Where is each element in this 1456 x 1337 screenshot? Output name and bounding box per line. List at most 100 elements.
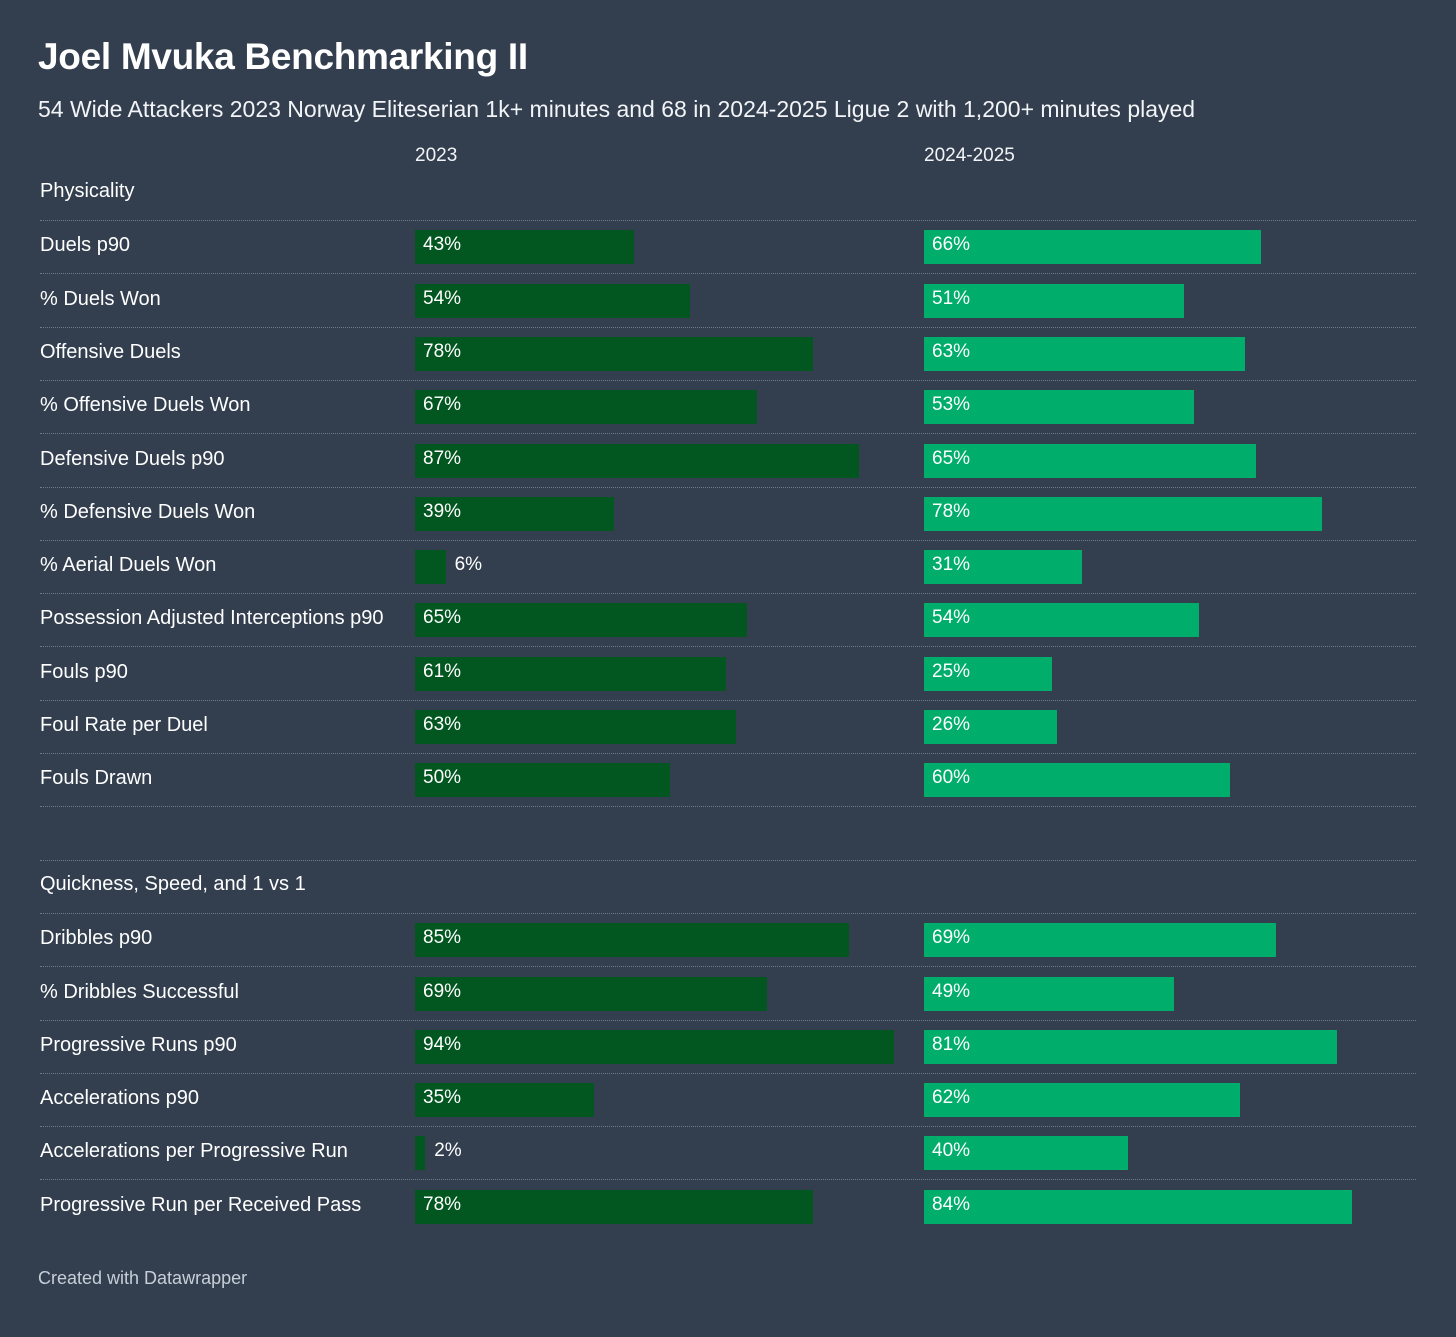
column-header-2024-2025: 2024-2025 [924,145,1015,166]
metric-label: % Offensive Duels Won [40,394,251,417]
bar-2024-2025-pct-aerial-duels-won [924,550,1083,585]
bar-2023-progressive-runs-p90 [415,1029,895,1064]
bar-2023-pct-aerial-duels-won [415,550,446,585]
bar-2023-possession-adjusted-interceptions-p90 [415,603,747,638]
value-label-2024-2025: 84% [932,1193,971,1215]
row-divider [40,859,1416,861]
metric-row-fouls-p90: Fouls p90 61% 25% [40,648,1416,701]
bar-2023-fouls-drawn [415,763,670,798]
row-divider [40,379,1416,381]
section-header-physicality: Physicality [40,168,1416,221]
value-label-2023: 63% [423,714,462,735]
bar-2023-dribbles-p90 [415,923,849,958]
metric-row-possession-adjusted-interceptions-p90: Possession Adjusted Interceptions p90 65%… [40,594,1416,648]
value-label-2024-2025: 54% [932,607,971,629]
bar-2024-2025-pct-offensive-duels-won [924,390,1195,425]
bar-2023-pct-defensive-duels-won [415,496,614,531]
bar-2024-2025-fouls-p90 [924,656,1052,691]
value-label-2023: 78% [423,340,462,362]
value-label-2024-2025: 31% [932,554,971,576]
metric-row-duels-p90: Duels p90 43% 66% [40,221,1416,275]
value-label-2023: 61% [423,660,462,682]
value-label-2024-2025: 63% [932,340,971,362]
bar-2023-fouls-p90 [415,656,727,691]
value-label-2024-2025: 60% [932,767,971,789]
value-label-2024-2025: 26% [932,714,971,735]
value-label-2024-2025: 51% [932,287,971,309]
section-header-quickness-speed-and-1-vs-1: Quickness, Speed, and 1 vs 1 [40,861,1416,914]
bar-2024-2025-possession-adjusted-interceptions-p90 [924,603,1200,638]
bar-2024-2025-offensive-duels [924,336,1246,371]
bar-2023-accelerations-per-progressive-run [415,1136,426,1171]
row-divider [40,326,1416,328]
column-header-2023: 2023 [415,145,458,166]
bar-2024-2025-accelerations-p90 [924,1083,1241,1118]
value-label-2024-2025: 81% [932,1033,971,1055]
metric-label: Offensive Duels [40,340,181,363]
row-divider [40,539,1416,541]
bar-2023-pct-offensive-duels-won [415,390,757,425]
bar-2023-pct-duels-won [415,283,691,318]
metric-label: % Duels Won [40,287,161,310]
row-divider [40,220,1416,221]
metric-row-foul-rate-per-duel: Foul Rate per Duel 63% 26% [40,701,1416,754]
row-divider [40,1072,1416,1074]
metric-row-accelerations-p90: Accelerations p90 35% 62% [40,1074,1416,1128]
metric-row-offensive-duels: Offensive Duels 78% 63% [40,328,1416,381]
row-divider [40,593,1416,595]
metric-row-progressive-run-per-received-pass: Progressive Run per Received Pass 78% 84% [40,1181,1416,1234]
bar-2023-pct-dribbles-successful [415,976,767,1011]
row-divider [40,273,1416,275]
bar-2023-progressive-run-per-received-pass [415,1189,813,1224]
bar-2024-2025-dribbles-p90 [924,923,1276,958]
bar-2023-defensive-duels-p90 [415,443,859,478]
metric-row-progressive-runs-p90: Progressive Runs p90 94% 81% [40,1021,1416,1074]
bar-2023-duels-p90 [415,230,635,265]
metric-label: Progressive Run per Received Pass [40,1193,362,1216]
row-divider [40,966,1416,968]
row-divider [40,1126,1416,1128]
bar-2024-2025-progressive-runs-p90 [924,1029,1338,1064]
metric-label: % Defensive Duels Won [40,500,256,523]
row-divider [40,1179,1416,1181]
metric-label: Progressive Runs p90 [40,1033,237,1056]
metric-label: Dribbles p90 [40,927,153,950]
value-label-2023: 2% [434,1140,462,1162]
metric-row-defensive-duels-p90: Defensive Duels p90 87% 65% [40,435,1416,488]
bar-2024-2025-pct-duels-won [924,283,1185,318]
value-label-2023: 67% [423,394,462,416]
bar-2024-2025-pct-dribbles-successful [924,976,1174,1011]
section-title: Quickness, Speed, and 1 vs 1 [40,872,306,895]
chart-subtitle: 54 Wide Attackers 2023 Norway Eliteseria… [38,96,1196,122]
footer-credit: Created with Datawrapper [38,1268,248,1288]
value-label-2024-2025: 62% [932,1087,971,1109]
row-divider [40,646,1416,648]
section-spacer [40,808,1416,861]
value-label-2023: 78% [423,1193,462,1215]
value-label-2024-2025: 40% [932,1140,971,1162]
row-divider [40,699,1416,701]
value-label-2024-2025: 69% [932,927,971,949]
metric-row-fouls-drawn: Fouls Drawn 50% 60% [40,754,1416,808]
row-divider [40,912,1416,914]
value-label-2023: 65% [423,607,462,629]
metric-row-pct-dribbles-successful: % Dribbles Successful 69% 49% [40,968,1416,1021]
bar-2023-offensive-duels [415,336,813,371]
row-divider [40,433,1416,435]
metric-label: Fouls p90 [40,660,128,683]
metric-label: Accelerations per Progressive Run [40,1140,348,1163]
bar-2024-2025-foul-rate-per-duel [924,710,1057,744]
metric-label: Fouls Drawn [40,767,153,790]
value-label-2023: 35% [423,1087,462,1109]
row-divider [40,1019,1416,1021]
metric-label: Duels p90 [40,234,131,257]
value-label-2023: 43% [423,234,462,256]
bar-2024-2025-progressive-run-per-received-pass [924,1189,1353,1224]
bar-2024-2025-duels-p90 [924,230,1261,265]
chart-title: Joel Mvuka Benchmarking II [38,36,528,77]
row-divider [40,486,1416,488]
value-label-2024-2025: 53% [932,394,971,416]
bar-2024-2025-fouls-drawn [924,763,1230,798]
metric-row-pct-duels-won: % Duels Won 54% 51% [40,275,1416,328]
